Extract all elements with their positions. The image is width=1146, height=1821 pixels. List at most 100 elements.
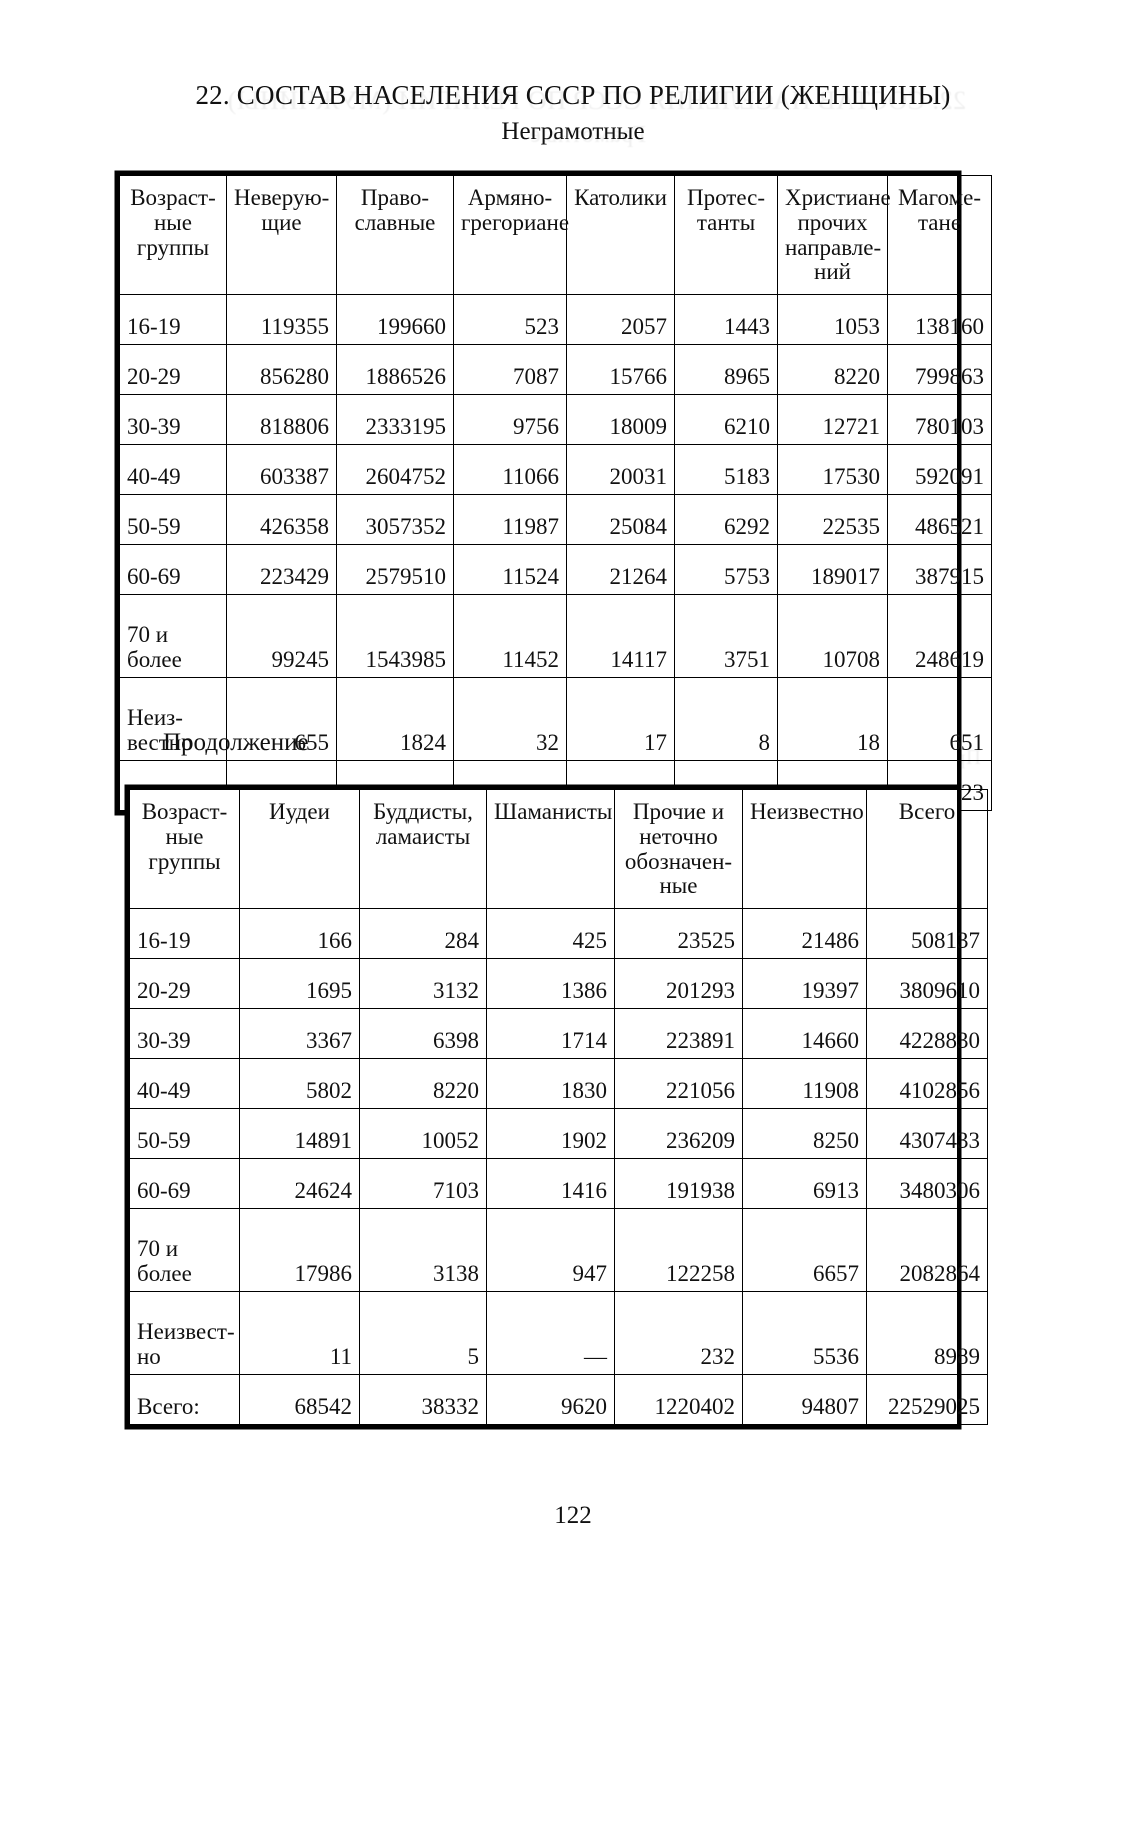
table-cell-value: 2082864	[866, 1208, 988, 1292]
column-header: Неверую-щие	[226, 175, 337, 295]
table-cell-value: 508137	[866, 908, 988, 959]
table-cell-value: 21264	[566, 544, 675, 595]
table-cell-value: 603387	[226, 444, 337, 495]
table-cell-value: 223891	[614, 1008, 743, 1059]
table-cell-value: 1695	[239, 958, 360, 1009]
row-label-age-group: Неизвест-но	[129, 1291, 240, 1375]
table-row: 30-39 3367 6398 1714 223891 14660 4228830	[129, 1008, 988, 1059]
column-header: Всего	[866, 789, 988, 909]
table-cell-value: 8250	[742, 1108, 867, 1159]
table-cell-value: 5536	[742, 1291, 867, 1375]
table-cell-value: 17530	[777, 444, 888, 495]
table-cell-value: 2057	[566, 294, 675, 345]
table-cell-value: 3809610	[866, 958, 988, 1009]
table-body: 16-19 166 284 425 23525 21486 508137 20-29 1695 3…	[129, 908, 988, 1425]
table-cell-value: 14891	[239, 1108, 360, 1159]
page-number: 122	[554, 1502, 592, 1529]
row-label-age-group: 40-49	[119, 444, 227, 495]
table-cell-value: 1386	[486, 958, 615, 1009]
religion-table-part-2: Возраст-ные группы Иудеи Буддисты, ламаисты Ш…	[126, 786, 988, 1428]
table-cell-value: 22535	[777, 494, 888, 545]
table-cell-value: 22529025	[866, 1374, 988, 1425]
table-cell-value: 3751	[674, 594, 778, 678]
continuation-label: Продолжение	[163, 729, 309, 756]
table-cell-value: 3132	[359, 958, 487, 1009]
table-row: 20-29 1695 3132 1386 201293 19397 3809610	[129, 958, 988, 1009]
religion-table-part-1: Возраст-ные группы Неверую-щие Право-славны…	[116, 172, 992, 814]
table-cell-value: 8	[674, 677, 778, 761]
table-cell-value: 1886526	[336, 344, 454, 395]
row-label-age-group: 16-19	[129, 908, 240, 959]
row-label-total: Всего:	[129, 1374, 240, 1425]
table-cell-value: 9756	[453, 394, 567, 445]
header-row: Возраст-ные группы Неверую-щие Право-славны…	[119, 175, 992, 295]
row-label-age-group: 20-29	[119, 344, 227, 395]
row-label-age-group: 60-69	[119, 544, 227, 595]
table-cell-value: 4307433	[866, 1108, 988, 1159]
table-cell-value: 21486	[742, 908, 867, 959]
table-cell-value: 236209	[614, 1108, 743, 1159]
table-cell-value: 6913	[742, 1158, 867, 1209]
table-cell-value: 24624	[239, 1158, 360, 1209]
table-cell-value: 14660	[742, 1008, 867, 1059]
table-cell-value: 284	[359, 908, 487, 959]
table-cell-value: 6398	[359, 1008, 487, 1059]
table-cell-value: 655	[226, 677, 337, 761]
row-label-age-group: 20-29	[129, 958, 240, 1009]
table-cell-value: 18	[777, 677, 888, 761]
table-cell-value: 23525	[614, 908, 743, 959]
table-cell-value: 189017	[777, 544, 888, 595]
table-cell-value: 10052	[359, 1108, 487, 1159]
table-cell-value: 856280	[226, 344, 337, 395]
table-cell-value: 122258	[614, 1208, 743, 1292]
table-cell-value: 651	[887, 677, 992, 761]
table-cell-value: 5183	[674, 444, 778, 495]
table-cell-value: 947	[486, 1208, 615, 1292]
table-cell-value: 2579510	[336, 544, 454, 595]
table-cell-value: 1714	[486, 1008, 615, 1059]
column-header: Магоме-тане	[887, 175, 992, 295]
table-row: 70 и более 17986 3138 947 122258 6657 2082864	[129, 1208, 988, 1292]
table-row: 30-39 818806 2333195 9756 18009 6210 12721 7801…	[119, 394, 992, 445]
table-cell-value: 94807	[742, 1374, 867, 1425]
table-cell-value: 15766	[566, 344, 675, 395]
table-cell-value: 523	[453, 294, 567, 345]
column-header: Армяно-грегориане	[453, 175, 569, 295]
table-cell-value: 387915	[887, 544, 992, 595]
column-header: Право-славные	[336, 175, 454, 295]
table-cell-value: 3138	[359, 1208, 487, 1292]
table-body: 16-19 119355 199660 523 2057 1443 1053 138160 20…	[119, 294, 992, 811]
header-row: Возраст-ные группы Иудеи Буддисты, ламаисты Ш…	[129, 789, 988, 909]
column-header-age-groups: Возраст-ные группы	[119, 175, 227, 295]
column-header: Протес-танты	[674, 175, 778, 295]
row-label-age-group: 50-59	[129, 1108, 240, 1159]
table-cell-value: 119355	[226, 294, 337, 345]
table-head: Возраст-ные группы Иудеи Буддисты, ламаисты Ш…	[129, 789, 988, 909]
table-cell-value: 2333195	[336, 394, 454, 445]
table-cell-value: 780103	[887, 394, 992, 445]
table-cell-value: 2604752	[336, 444, 454, 495]
table-cell-value: 25084	[566, 494, 675, 545]
table-cell-value: 221056	[614, 1058, 743, 1109]
table-cell-value: 6657	[742, 1208, 867, 1292]
table-cell-value: 6292	[674, 494, 778, 545]
column-header-age-groups: Возраст-ные группы	[129, 789, 240, 909]
table-cell-value: 11066	[453, 444, 567, 495]
table-row: Всего: 68542 38332 9620 1220402 94807 22529025	[129, 1374, 988, 1425]
table-row: 50-59 426358 3057352 11987 25084 6292 22535 486…	[119, 494, 992, 545]
table-cell-value: 1416	[486, 1158, 615, 1209]
table-cell-value: 11452	[453, 594, 567, 678]
table-row: 60-69 24624 7103 1416 191938 6913 3480306	[129, 1158, 988, 1209]
table-cell-value: 201293	[614, 958, 743, 1009]
table-cell-value: 14117	[566, 594, 675, 678]
table-cell-value: 4228830	[866, 1008, 988, 1059]
row-label-age-group: 16-19	[119, 294, 227, 345]
column-header: Прочие и неточно обозначен-ные	[614, 789, 743, 909]
row-label-age-group: 70 и более	[129, 1208, 240, 1292]
table-cell-value: 799863	[887, 344, 992, 395]
table-head: Возраст-ные группы Неверую-щие Право-славны…	[119, 175, 992, 295]
table-cell-value: 191938	[614, 1158, 743, 1209]
table-cell-value: 32	[453, 677, 567, 761]
table-cell-value: 3057352	[336, 494, 454, 545]
